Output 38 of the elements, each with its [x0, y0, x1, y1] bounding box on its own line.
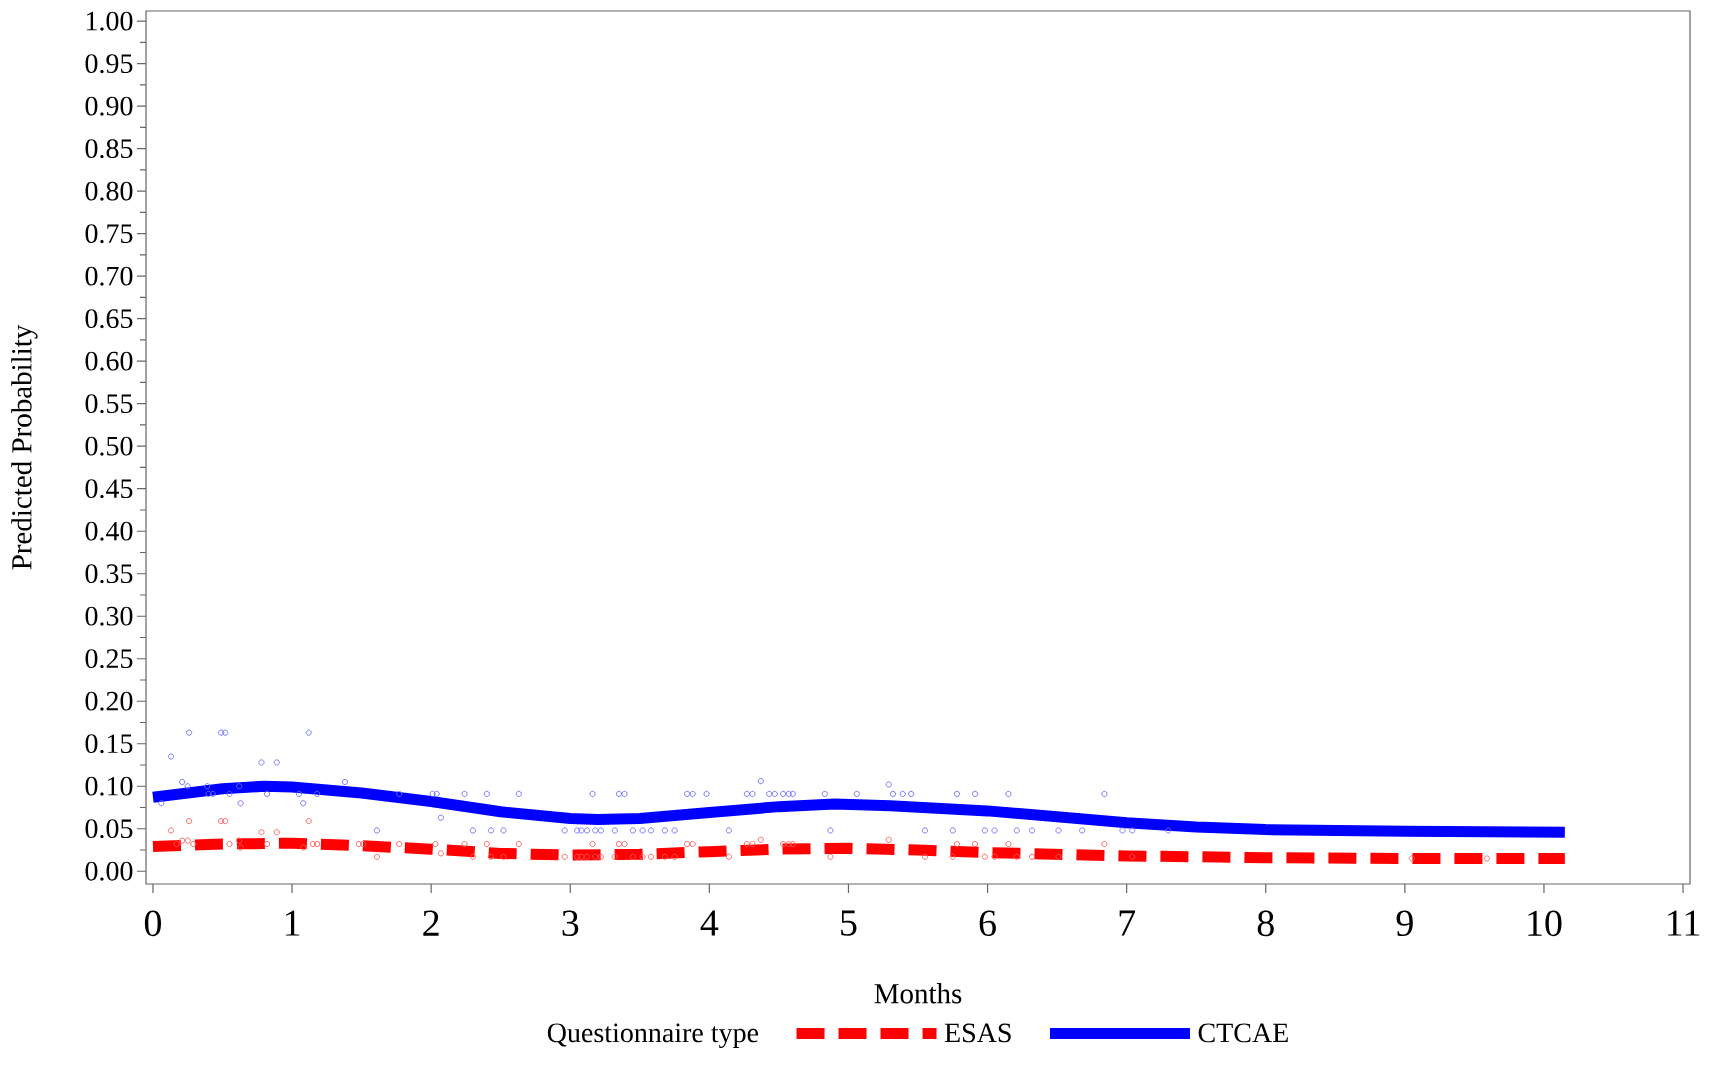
- y-tick-label: 0.10: [85, 776, 133, 796]
- x-tick-label: 10: [1528, 910, 1562, 937]
- y-tick-label: 0.25: [85, 649, 133, 669]
- y-axis-title: Predicted Probability: [11, 324, 38, 570]
- y-tick-label: 0.65: [85, 309, 133, 329]
- x-tick-label: 11: [1668, 910, 1700, 936]
- x-tick-label: 0: [144, 910, 162, 937]
- y-tick-label: 0.35: [85, 564, 133, 584]
- y-tick-label: 0.30: [85, 606, 133, 626]
- x-axis-title: Months: [874, 983, 962, 1004]
- legend-title: Questionnaire type: [547, 1023, 759, 1049]
- y-tick-label: 1.00: [86, 11, 133, 31]
- y-tick-label: 0.75: [85, 224, 133, 244]
- y-tick-label: 0.50: [85, 436, 133, 456]
- y-tick-label: 0.15: [85, 734, 133, 754]
- legend-label: ESAS: [944, 1023, 1011, 1043]
- y-tick-label: 0.70: [85, 266, 133, 286]
- x-tick-label: 8: [1257, 910, 1274, 937]
- y-tick-label: 0.00: [85, 861, 133, 881]
- x-tick-label: 5: [841, 910, 857, 936]
- y-tick-label: 0.95: [85, 54, 133, 74]
- y-tick-label: 0.55: [85, 394, 133, 414]
- y-tick-label: 0.80: [85, 181, 133, 201]
- x-tick-label: 9: [1396, 910, 1413, 937]
- x-tick-label: 7: [1119, 910, 1136, 936]
- y-tick-label: 0.90: [85, 96, 133, 116]
- x-tick-label: 4: [700, 910, 719, 936]
- y-tick-label: 0.60: [85, 351, 133, 371]
- y-tick-label: 0.20: [85, 691, 133, 711]
- x-tick-label: 3: [562, 910, 579, 937]
- y-tick-label: 0.40: [85, 521, 133, 541]
- x-tick-label: 2: [423, 910, 439, 936]
- x-tick-label: 1: [285, 910, 300, 936]
- y-tick-label: 0.85: [85, 139, 133, 159]
- y-tick-label: 0.45: [85, 479, 133, 499]
- y-tick-label: 0.05: [85, 819, 133, 839]
- legend-label: CTCAE: [1198, 1023, 1288, 1043]
- x-tick-label: 6: [979, 910, 996, 937]
